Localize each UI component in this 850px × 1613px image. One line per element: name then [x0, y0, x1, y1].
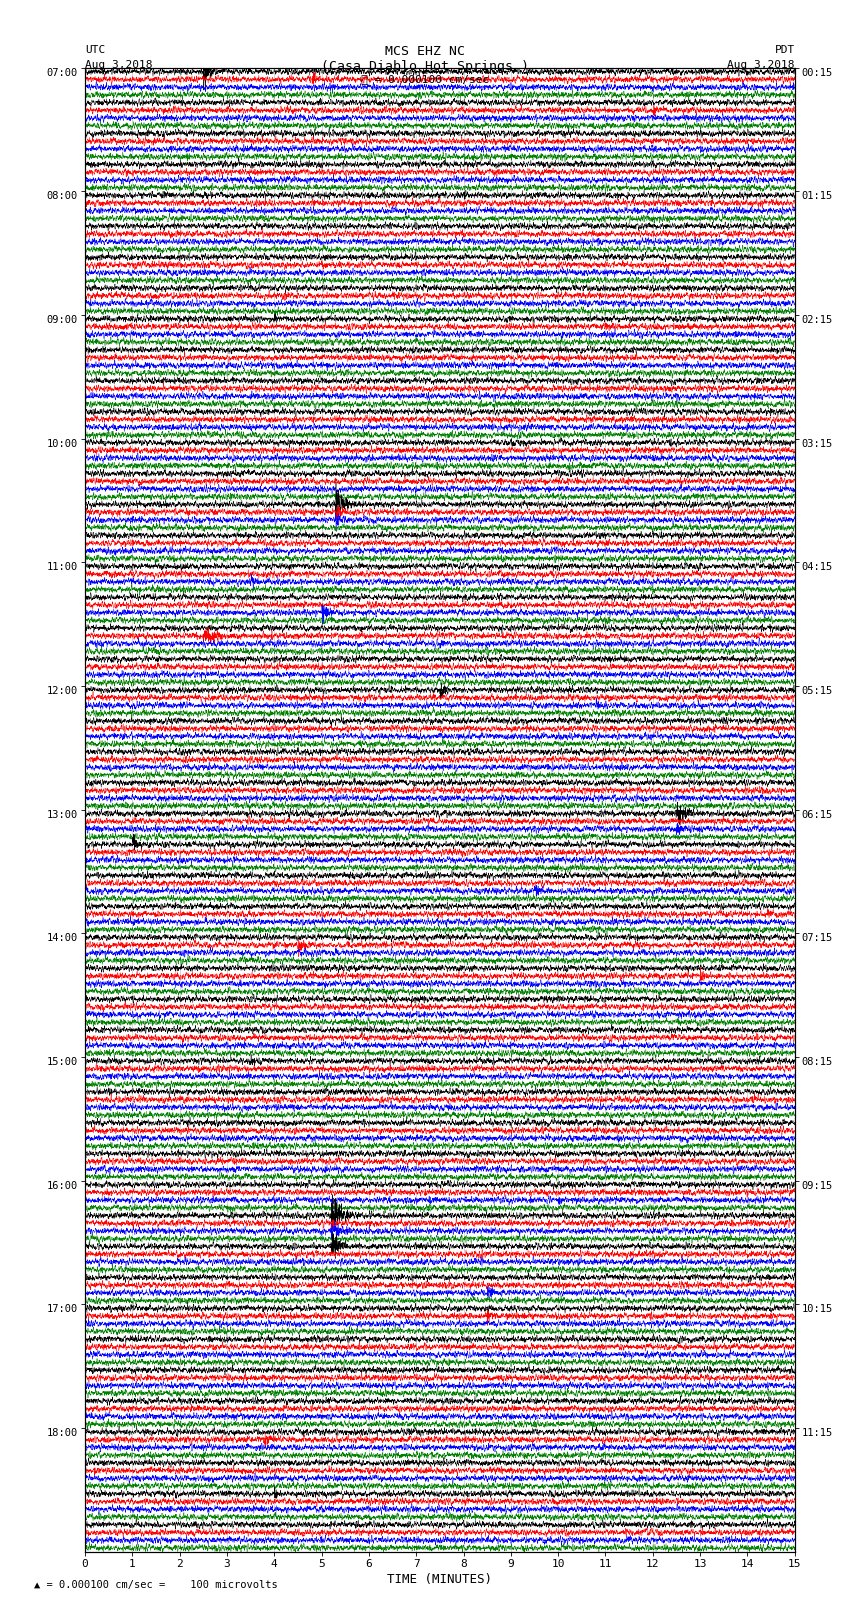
X-axis label: TIME (MINUTES): TIME (MINUTES) [388, 1573, 492, 1586]
Text: ⎸ = 0.000100 cm/sec: ⎸ = 0.000100 cm/sec [361, 74, 489, 84]
Text: Aug 3,2018: Aug 3,2018 [728, 60, 795, 69]
Text: MCS EHZ NC: MCS EHZ NC [385, 45, 465, 58]
Text: ▲ = 0.000100 cm/sec =    100 microvolts: ▲ = 0.000100 cm/sec = 100 microvolts [34, 1581, 278, 1590]
Text: (Casa Diablo Hot Springs ): (Casa Diablo Hot Springs ) [321, 60, 529, 73]
Text: UTC: UTC [85, 45, 105, 55]
Text: Aug 3,2018: Aug 3,2018 [85, 60, 152, 69]
Text: PDT: PDT [774, 45, 795, 55]
